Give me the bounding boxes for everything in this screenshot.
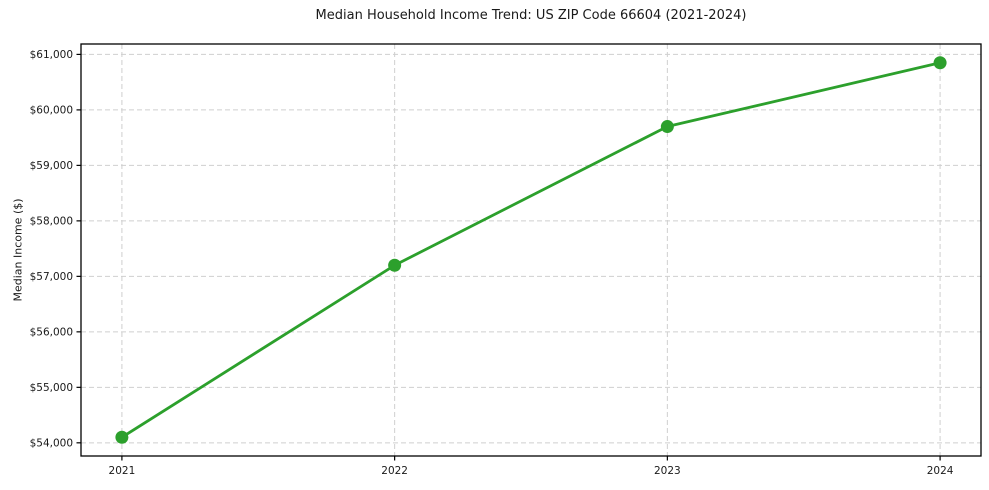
- y-tick-label: $61,000: [30, 49, 73, 61]
- plot-border: [80, 43, 982, 457]
- y-axis-label: Median Income ($): [11, 198, 25, 302]
- y-tick-label: $60,000: [30, 105, 73, 117]
- y-tick-label: $57,000: [30, 271, 73, 283]
- x-tick-label: 2024: [927, 465, 954, 477]
- data-point-2023: [660, 120, 674, 134]
- x-tick-label: 2023: [654, 465, 681, 477]
- trend-line: [120, 61, 942, 439]
- data-point-2021: [115, 430, 129, 444]
- y-tick-label: $58,000: [30, 216, 73, 228]
- data-point-2022: [388, 258, 402, 272]
- x-tick-label: 2021: [109, 465, 136, 477]
- data-point-2024: [933, 56, 947, 70]
- y-tick-label: $59,000: [30, 160, 73, 172]
- y-tick-label: $55,000: [30, 382, 73, 394]
- x-tick-label: 2022: [381, 465, 408, 477]
- y-tick-label: $54,000: [30, 438, 73, 450]
- chart-title: Median Household Income Trend: US ZIP Co…: [315, 8, 747, 23]
- y-tick-label: $56,000: [30, 327, 73, 339]
